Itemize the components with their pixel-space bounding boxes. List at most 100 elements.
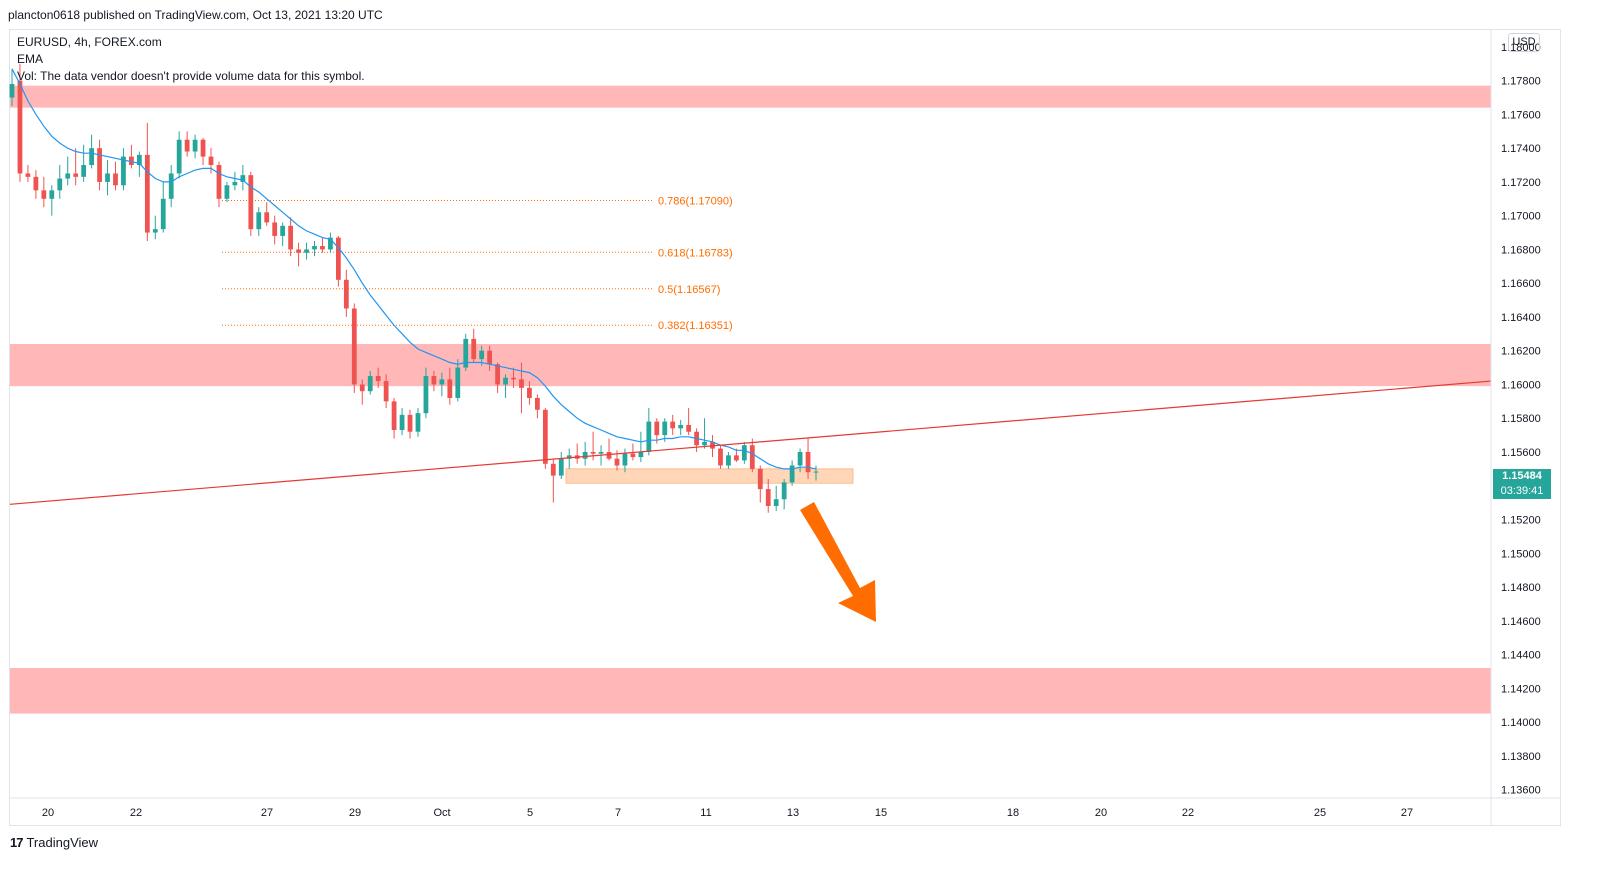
candle — [550, 458, 556, 503]
candle — [694, 428, 699, 452]
candle — [558, 451, 564, 479]
candle — [89, 134, 94, 169]
candle-body — [487, 350, 493, 365]
price-tick-label: 1.16600 — [1501, 278, 1541, 290]
price-tick-label: 1.14800 — [1501, 582, 1541, 594]
time-tick-label: 7 — [615, 807, 621, 819]
supply-demand-zone — [10, 343, 1491, 387]
candle-body — [399, 414, 405, 431]
candle-body — [192, 139, 198, 152]
brand-name: TradingView — [26, 835, 99, 850]
candle-body — [359, 384, 365, 392]
candle — [312, 240, 317, 257]
candle-body — [152, 229, 158, 233]
time-tick-label: 20 — [42, 807, 54, 819]
candle — [224, 181, 230, 203]
candle-body — [781, 482, 787, 500]
price-tick-label: 1.13800 — [1501, 751, 1541, 763]
candle — [9, 68, 15, 106]
candle — [248, 171, 254, 236]
candle-body — [630, 453, 636, 458]
candle-body — [49, 190, 55, 199]
price-tick-label: 1.16400 — [1501, 312, 1541, 324]
arrow-shape — [800, 502, 876, 622]
candle-body — [678, 424, 684, 429]
candle-body — [168, 173, 174, 199]
time-tick-label: 29 — [349, 807, 361, 819]
candle-body — [41, 190, 47, 199]
candle — [121, 148, 126, 191]
candle-body — [718, 448, 723, 466]
ema-legend[interactable]: EMA — [17, 52, 44, 66]
time-tick-label: 15 — [875, 807, 887, 819]
candle-body — [773, 499, 779, 506]
candle-body — [304, 249, 309, 253]
price-tick-label: 1.14400 — [1501, 650, 1541, 662]
candle — [65, 156, 71, 186]
candle-body — [566, 455, 572, 459]
candle-body — [423, 376, 429, 414]
candle — [367, 370, 373, 395]
candle — [606, 438, 612, 461]
footer-brand[interactable]: 17 TradingView — [10, 835, 98, 850]
candle — [192, 134, 198, 159]
candle-body — [328, 237, 333, 250]
candle-body — [606, 451, 612, 459]
tradingview-logo-icon: 17 — [10, 835, 24, 850]
candle — [574, 443, 580, 464]
candle — [272, 215, 278, 245]
candle — [232, 171, 238, 191]
down-arrow-annotation — [800, 502, 876, 622]
currency-button[interactable]: USD — [1508, 33, 1540, 52]
candle-body — [248, 175, 254, 230]
price-tick-label: 1.16800 — [1501, 244, 1541, 256]
candle — [582, 441, 588, 466]
time-tick-label: 13 — [787, 807, 799, 819]
candle-body — [670, 421, 676, 429]
candle-body — [73, 173, 79, 177]
candle — [757, 465, 763, 503]
candle-body — [383, 381, 389, 402]
candle — [152, 215, 158, 240]
time-tick-label: 22 — [1182, 807, 1194, 819]
candle — [654, 418, 660, 444]
candle-body — [144, 154, 150, 233]
candle-body — [224, 185, 230, 199]
candle — [328, 232, 333, 253]
candle-body — [439, 379, 445, 385]
candle-body — [136, 154, 142, 166]
time-tick-label: 25 — [1314, 807, 1326, 819]
last-price-tag: 1.15484 03:39:41 — [1493, 469, 1551, 499]
candle — [383, 374, 389, 409]
candle-body — [534, 397, 540, 410]
candle — [797, 448, 803, 473]
candle-body — [503, 377, 508, 385]
candle — [431, 370, 437, 392]
candle — [773, 485, 779, 512]
price-tick-label: 1.17200 — [1501, 177, 1541, 189]
trendline — [9, 380, 1492, 505]
price-tick-label: 1.17800 — [1501, 76, 1541, 88]
candle-body — [813, 471, 819, 473]
candle-body — [511, 377, 516, 380]
candle — [646, 408, 652, 456]
candle-body — [471, 338, 477, 360]
symbol-info[interactable]: EURUSD, 4h, FOREX.com — [17, 35, 162, 49]
candle-body — [200, 139, 206, 157]
candle-body — [232, 181, 238, 186]
candle — [320, 237, 325, 253]
candle-body — [129, 156, 134, 166]
candle-body — [757, 468, 763, 490]
candle-body — [288, 225, 294, 250]
candle — [542, 408, 548, 469]
candle-body — [646, 421, 652, 452]
candle — [33, 170, 39, 199]
candle-body — [447, 379, 453, 398]
candle — [781, 478, 787, 510]
time-tick-label: 27 — [261, 807, 273, 819]
candle — [455, 359, 461, 402]
candle — [335, 235, 341, 287]
candle — [375, 367, 381, 388]
candle-body — [105, 173, 110, 182]
